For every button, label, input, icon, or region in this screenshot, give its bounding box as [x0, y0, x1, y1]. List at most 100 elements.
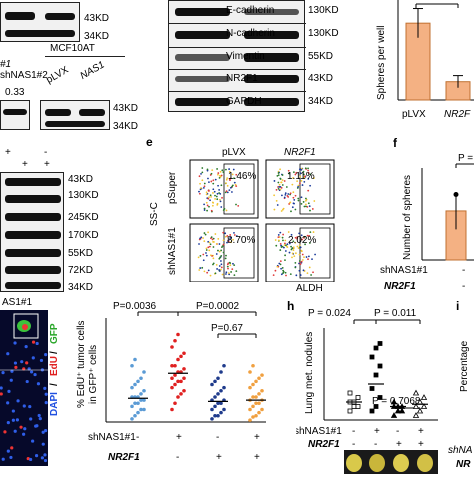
condition-sign: + — [216, 452, 222, 463]
nucleus — [6, 421, 10, 425]
flow-event — [292, 171, 295, 174]
data-point — [176, 395, 180, 399]
flow-event — [306, 234, 309, 237]
flow-event — [292, 191, 295, 194]
flow-event — [299, 246, 302, 249]
flow-event — [287, 196, 290, 198]
legend-dapi: DAPI — [49, 392, 60, 416]
nucleus — [13, 341, 17, 345]
flow-event — [219, 256, 221, 259]
flow-event — [307, 258, 309, 261]
flow-event — [298, 253, 301, 256]
flow-event — [279, 242, 282, 245]
marker-label: 34KD — [113, 121, 139, 132]
flow-event — [285, 186, 288, 188]
condition-sign: + — [374, 426, 380, 437]
flow-event — [274, 269, 277, 272]
p-value: P=0.67 — [211, 323, 243, 334]
data-point — [347, 390, 353, 396]
divider — [169, 47, 306, 48]
flow-event — [203, 203, 206, 206]
flow-event — [218, 250, 221, 253]
flow-event — [212, 179, 215, 182]
flow-event — [228, 170, 231, 173]
lane-label: #1 — [0, 59, 12, 70]
nucleus — [31, 356, 35, 360]
flow-event — [292, 240, 295, 243]
flow-event — [233, 231, 235, 234]
data-point — [216, 392, 220, 396]
flow-event — [198, 243, 200, 245]
blot-band — [175, 98, 230, 106]
blot-band — [79, 109, 105, 116]
nucleus — [29, 417, 33, 421]
nucleus — [0, 386, 3, 390]
nucleus — [44, 353, 48, 357]
flow-event — [290, 233, 293, 236]
flow-event — [279, 178, 282, 180]
flow-event — [284, 193, 287, 196]
data-point — [251, 395, 255, 399]
nucleus — [22, 404, 26, 408]
data-point — [260, 388, 264, 393]
data-point — [176, 357, 180, 362]
blot-band — [3, 109, 27, 115]
flow-event — [282, 269, 285, 272]
flow-event — [278, 183, 281, 186]
nucleus — [43, 453, 47, 457]
flow-event — [203, 240, 206, 243]
flow-event — [291, 252, 294, 255]
blot-row-label: E-cadherin — [226, 5, 275, 16]
flow-event — [282, 239, 284, 242]
p-value-label: P = — [458, 153, 474, 164]
flow-event — [229, 237, 231, 239]
flow-event — [208, 249, 211, 252]
data-point — [216, 413, 220, 418]
flow-event — [276, 204, 279, 206]
data-point — [136, 401, 140, 406]
nucleus — [9, 455, 13, 460]
flow-event — [281, 236, 284, 239]
flow-event — [200, 172, 202, 175]
flow-event — [304, 175, 306, 178]
data-point — [219, 410, 223, 415]
data-point — [142, 370, 146, 374]
flow-event — [304, 203, 307, 206]
data-point — [260, 373, 264, 377]
nucleus — [44, 429, 48, 433]
flow-event — [227, 272, 230, 274]
flow-event — [281, 194, 283, 197]
data-point — [213, 395, 217, 399]
flow-event — [204, 233, 207, 236]
data-point — [453, 192, 459, 198]
flow-event — [219, 170, 222, 173]
flow-event — [218, 189, 221, 191]
flow-event — [205, 247, 208, 250]
data-point — [412, 412, 420, 418]
data-point — [173, 382, 177, 387]
lane-label: NAS1 — [78, 59, 107, 82]
y-axis-label: % EdU⁺ tumor cells — [76, 320, 87, 408]
flow-event — [302, 173, 305, 176]
flow-gate — [299, 227, 331, 279]
flow-event — [283, 180, 286, 182]
flow-event — [282, 233, 285, 236]
flow-event — [292, 246, 295, 249]
flow-event — [308, 266, 311, 269]
condition-row-label: shNAS1#1 — [88, 432, 136, 443]
data-point — [254, 413, 258, 418]
flow-event — [214, 272, 217, 275]
condition-sign: + — [396, 439, 402, 450]
flow-event — [226, 265, 229, 268]
nucleus — [10, 369, 14, 373]
data-point — [251, 363, 255, 368]
data-point — [251, 382, 255, 387]
y-axis-label: in GFP⁺ cells — [88, 345, 99, 404]
flow-x-axis-label: ALDH — [296, 283, 323, 294]
nucleus — [16, 399, 20, 403]
flow-event — [287, 169, 290, 172]
lung-photo-strip — [346, 454, 433, 472]
lane-label: pLVX — [44, 64, 71, 86]
data-point — [373, 404, 379, 409]
flow-event — [282, 207, 285, 210]
